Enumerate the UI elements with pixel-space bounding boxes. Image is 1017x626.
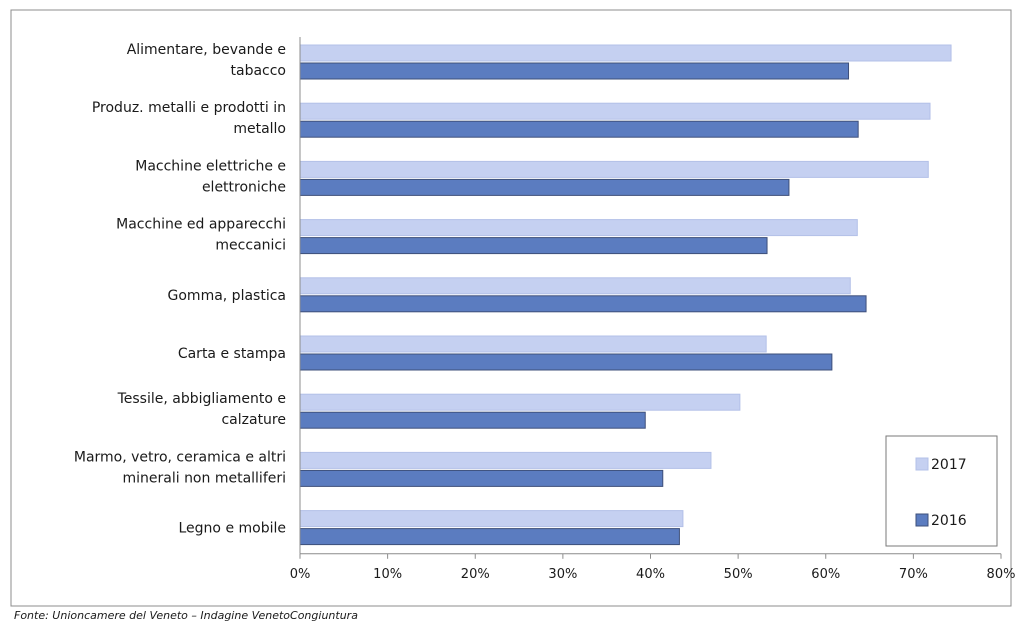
category-label: Legno e mobile (179, 521, 287, 537)
bar-2016-0 (299, 62, 850, 80)
x-tick-label: 40% (636, 567, 665, 582)
legend-label-2016: 2016 (931, 513, 967, 529)
bar-2016-3 (299, 237, 768, 255)
bar-2016-7 (299, 469, 664, 487)
x-tick-label: 70% (899, 567, 928, 582)
bar-2017-2 (299, 160, 929, 178)
category-label: Macchine ed apparecchi meccanici (116, 217, 286, 254)
bar-2017-4 (299, 277, 851, 295)
x-tick-label: 30% (548, 567, 577, 582)
category-label: Tessile, abbigliamento e calzature (117, 391, 286, 428)
bar-2016-1 (299, 120, 859, 138)
x-tick-label: 60% (811, 567, 840, 582)
bar-2017-0 (299, 44, 952, 62)
category-label: Macchine elettriche e elettroniche (135, 158, 286, 195)
legend-label-2017: 2017 (931, 457, 967, 473)
bar-2017-1 (299, 102, 931, 120)
legend-box (885, 435, 998, 547)
bar-2017-6 (299, 393, 741, 411)
legend-swatch-2016 (915, 513, 929, 527)
legend-swatch-2017 (915, 457, 929, 471)
category-label: Produz. metalli e prodotti in metallo (92, 100, 286, 137)
legend: 2017 2016 (885, 435, 998, 547)
source-note: Fonte: Unioncamere del Veneto – Indagine… (14, 609, 358, 622)
x-tick-label: 10% (373, 567, 402, 582)
category-label: Carta e stampa (178, 346, 286, 362)
x-tick-label: 50% (724, 567, 753, 582)
x-axis: 0% 10% 20% 30% 40% 50% 60% 70% 80% (290, 37, 1016, 582)
bar-2016-2 (299, 178, 790, 196)
bar-2017-3 (299, 219, 858, 237)
bar-2017-5 (299, 335, 767, 353)
x-tick-label: 80% (987, 567, 1016, 582)
category-label: Marmo, vetro, ceramica e altri minerali n… (74, 449, 286, 486)
bar-2017-7 (299, 451, 712, 469)
x-tick-label: 20% (461, 567, 490, 582)
x-tick-label: 0% (290, 567, 311, 582)
category-label: Gomma, plastica (168, 288, 286, 304)
bars-group (299, 44, 952, 546)
bar-2016-8 (299, 528, 680, 546)
category-labels: Alimentare, bevande e tabacco Produz. meta… (74, 42, 286, 537)
bar-2016-6 (299, 411, 646, 429)
bar-2016-4 (299, 295, 867, 313)
category-label: Alimentare, bevande e tabacco (127, 42, 286, 79)
bar-2016-5 (299, 353, 833, 371)
bar-2017-8 (299, 510, 684, 528)
